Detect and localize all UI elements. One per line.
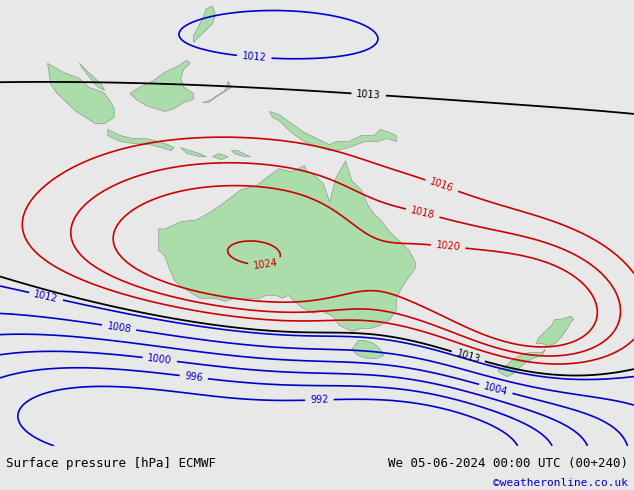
Polygon shape [108, 129, 174, 150]
Polygon shape [181, 147, 206, 157]
Polygon shape [48, 63, 114, 123]
Polygon shape [231, 150, 250, 157]
Text: ©weatheronline.co.uk: ©weatheronline.co.uk [493, 478, 628, 488]
Polygon shape [536, 317, 574, 346]
Text: 1012: 1012 [242, 51, 267, 63]
Polygon shape [130, 60, 193, 111]
Polygon shape [269, 111, 396, 150]
Text: We 05-06-2024 00:00 UTC (00+240): We 05-06-2024 00:00 UTC (00+240) [387, 457, 628, 470]
Polygon shape [79, 63, 105, 90]
Text: 1020: 1020 [436, 240, 461, 253]
Text: 1013: 1013 [356, 89, 381, 100]
Text: 1000: 1000 [147, 353, 172, 366]
Text: 1018: 1018 [410, 205, 436, 221]
Text: 1012: 1012 [33, 289, 59, 304]
Text: 1024: 1024 [252, 258, 278, 271]
Polygon shape [352, 341, 384, 359]
Text: 1016: 1016 [429, 177, 455, 194]
Text: 1004: 1004 [482, 381, 509, 397]
Polygon shape [193, 6, 216, 42]
Text: 1008: 1008 [107, 320, 132, 334]
Text: Surface pressure [hPa] ECMWF: Surface pressure [hPa] ECMWF [6, 457, 216, 470]
Text: 996: 996 [184, 371, 204, 383]
Polygon shape [203, 81, 231, 102]
Polygon shape [498, 349, 545, 377]
Text: 992: 992 [310, 395, 329, 405]
Polygon shape [158, 161, 415, 331]
Polygon shape [212, 154, 228, 160]
Text: 1013: 1013 [455, 348, 481, 365]
